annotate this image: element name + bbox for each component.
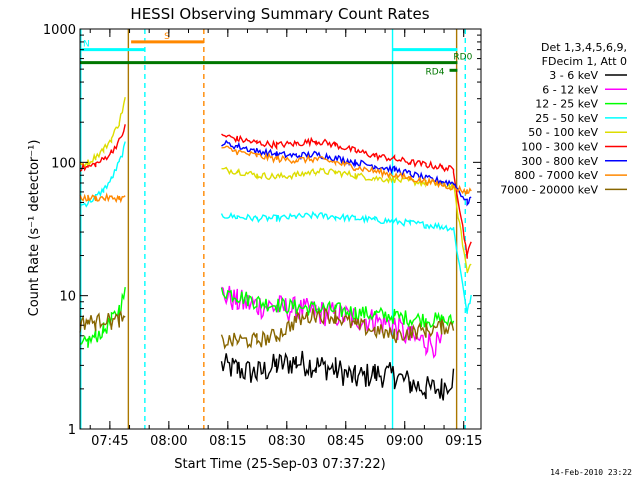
flag-label-s: S <box>164 32 170 42</box>
x-axis-label: Start Time (25-Sep-03 07:37:22) <box>174 457 385 472</box>
series-line-3-seg-0 <box>79 141 126 209</box>
axes: 1 10 100 1000 07:45 08:00 08:15 08:30 08:45 09:00… <box>43 23 483 449</box>
plot-frame <box>79 28 482 430</box>
y-tick-label-1: 10 <box>59 290 76 305</box>
legend-label-6: 300 - 800 keV <box>521 155 598 168</box>
series-line-5-seg-1 <box>221 133 472 259</box>
legend-label-2: 12 - 25 keV <box>535 98 598 111</box>
series-line-5-seg-0 <box>79 124 126 173</box>
series-line-2-seg-1 <box>220 287 455 328</box>
series-line-8-seg-0 <box>79 310 126 333</box>
series-line-0-seg-0 <box>220 350 455 401</box>
x-tick-label-5: 09:00 <box>386 434 423 449</box>
y-tick-label-2: 100 <box>51 156 76 171</box>
legend-label-5: 100 - 300 keV <box>521 141 598 154</box>
series-line-3-seg-1 <box>220 210 472 314</box>
x-tick-label-6: 09:15 <box>445 434 482 449</box>
flag-label-n: N <box>83 40 90 50</box>
series-line-7-seg-1 <box>221 145 472 197</box>
flag-label-rd0: RD0 <box>453 53 472 63</box>
legend-label-7: 800 - 7000 keV <box>514 169 598 182</box>
legend-label-1: 6 - 12 keV <box>542 83 598 96</box>
x-tick-label-4: 08:45 <box>327 434 364 449</box>
footer-timestamp: 14-Feb-2010 23:22 <box>550 468 632 477</box>
series-line-8-seg-1 <box>220 307 455 350</box>
y-tick-label-3: 1000 <box>43 23 76 38</box>
flag-label-rd4: RD4 <box>426 67 445 77</box>
chart-title: HESSI Observing Summary Count Rates <box>130 5 429 23</box>
series-line-7-seg-0 <box>79 192 126 204</box>
legend-label-0: 3 - 6 keV <box>549 69 598 82</box>
legend: Det 1,3,4,5,6,9, FDecim 1, Att 0 3 - 6 k… <box>500 41 627 196</box>
legend-header-line-1: Det 1,3,4,5,6,9, <box>541 41 627 54</box>
y-axis-label: Count Rate (s⁻¹ detector⁻¹) <box>27 140 42 317</box>
plot-area: S N RD0 RD4 <box>79 29 473 429</box>
legend-header-line-2: FDecim 1, Att 0 <box>542 55 627 68</box>
series-line-2-seg-0 <box>79 287 126 348</box>
legend-label-4: 50 - 100 keV <box>528 126 598 139</box>
x-tick-label-3: 08:30 <box>268 434 305 449</box>
x-tick-label-1: 08:00 <box>150 434 187 449</box>
x-tick-label-0: 07:45 <box>91 434 128 449</box>
legend-label-3: 25 - 50 keV <box>535 112 598 125</box>
x-tick-label-2: 08:15 <box>209 434 246 449</box>
series-line-6-seg-0 <box>221 139 472 207</box>
series-line-4-seg-0 <box>79 97 126 168</box>
y-tick-label-0: 1 <box>68 423 76 438</box>
legend-label-8: 7000 - 20000 keV <box>500 183 598 196</box>
